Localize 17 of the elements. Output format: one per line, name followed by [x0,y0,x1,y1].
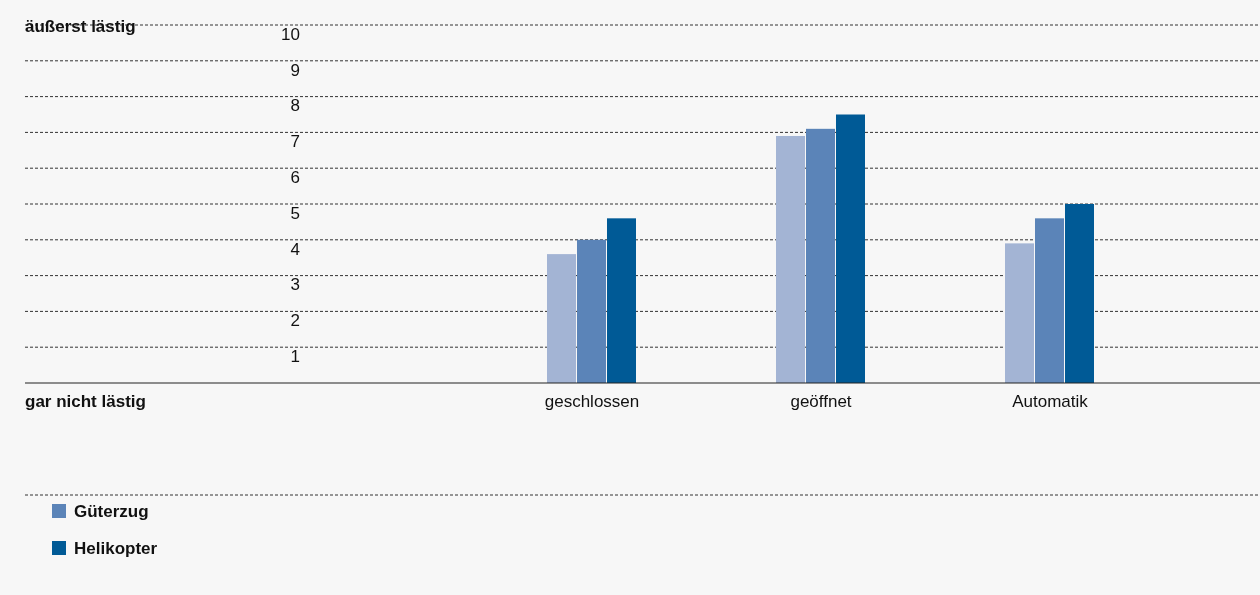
y-tick-label: 10 [281,24,300,44]
y-tick-label: 1 [290,346,300,366]
text: äußerst lästig [25,17,136,36]
x-tick-label: geöffnet [790,392,852,411]
y-tick-label: 5 [290,203,300,223]
x-tick-label: Automatik [1012,392,1089,411]
x-tick-label: geschlossen [544,392,640,411]
legend-label: Helikopter [74,539,158,558]
y-tick-label: 7 [290,132,300,152]
y-tick-label: 9 [290,60,300,80]
y-tick-label: 3 [290,275,300,295]
y-tick-label: 4 [290,239,300,259]
y-tick-label: 6 [290,167,300,187]
text: gar nicht lästig [25,392,146,411]
y-tick-label: 8 [290,96,300,116]
legend-label: Güterzug [74,502,149,521]
y-tick-label: 2 [290,311,300,331]
